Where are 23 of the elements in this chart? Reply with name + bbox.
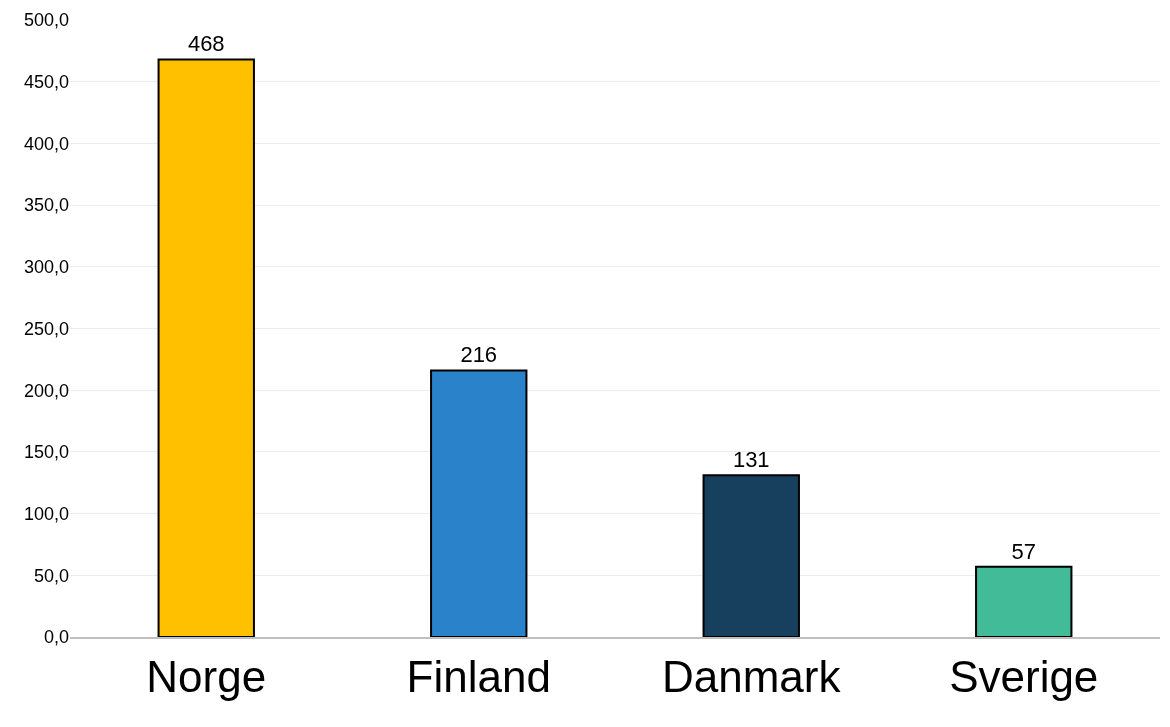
data-label: 57 — [1011, 538, 1036, 564]
bar — [702, 474, 800, 637]
y-tick-label: 300,0 — [23, 257, 69, 278]
y-tick-label: 250,0 — [23, 318, 69, 339]
x-tick-label: Norge — [146, 651, 267, 701]
data-label: 468 — [187, 31, 225, 57]
y-tick-label: 50,0 — [33, 565, 69, 586]
x-tick-label: Danmark — [662, 651, 842, 701]
bar — [975, 565, 1073, 637]
x-tick-label: Sverige — [949, 651, 1099, 701]
data-label: 216 — [460, 342, 498, 368]
y-tick-label: 200,0 — [23, 380, 69, 401]
y-tick-label: 150,0 — [23, 442, 69, 463]
y-tick-label: 500,0 — [23, 10, 69, 31]
data-label: 131 — [732, 447, 770, 473]
y-tick-label: 400,0 — [23, 133, 69, 154]
y-tick-label: 100,0 — [23, 503, 69, 524]
y-tick-label: 0,0 — [43, 627, 69, 648]
y-tick-label: 350,0 — [23, 195, 69, 216]
x-tick-label: Finland — [406, 651, 551, 701]
bar — [157, 58, 255, 637]
y-tick-label: 450,0 — [23, 72, 69, 92]
bar — [430, 369, 528, 637]
